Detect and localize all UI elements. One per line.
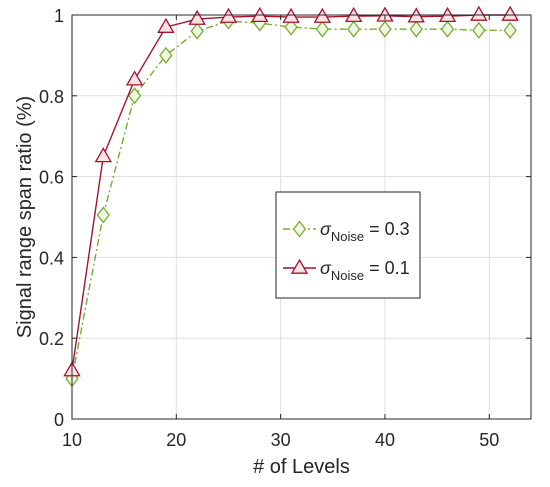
x-tick-label: 20 (166, 430, 186, 450)
legend-marker (290, 258, 309, 274)
legend-label: σNoise = 0.1 (320, 258, 410, 283)
legend-box (275, 191, 421, 299)
data-point (282, 7, 300, 23)
series-diamond (65, 12, 517, 388)
x-tick-label: 30 (271, 430, 291, 450)
legend-value: = 0.1 (364, 258, 410, 278)
x-tick-label: 10 (62, 430, 82, 450)
data-point (376, 6, 394, 22)
x-tick-label: 50 (479, 430, 499, 450)
y-axis-label: Signal range span ratio (%) (14, 96, 36, 338)
data-point (94, 147, 113, 163)
data-point (503, 21, 517, 39)
data-point (190, 22, 204, 40)
data-point (313, 7, 332, 23)
data-point (188, 9, 206, 25)
legend-label: σNoise = 0.3 (320, 219, 410, 244)
data-point (125, 70, 144, 86)
y-tick-label: 0.2 (39, 329, 64, 349)
data-point (127, 87, 142, 105)
y-tick-label: 0.8 (39, 87, 64, 107)
series-triangle (63, 5, 519, 377)
legend-value: = 0.3 (364, 219, 410, 239)
data-point (219, 7, 238, 23)
legend-subscript: Noise (331, 268, 364, 283)
legend-subscript: Noise (331, 229, 364, 244)
legend-sigma: σ (320, 219, 332, 239)
y-tick-label: 0 (54, 410, 64, 430)
y-tick-label: 0.4 (39, 248, 64, 268)
data-point (409, 20, 423, 38)
data-point (472, 21, 486, 39)
legend-entry: σNoise = 0.3 (283, 219, 410, 244)
data-point (96, 206, 110, 224)
data-point (346, 20, 361, 38)
data-point (501, 5, 519, 21)
legend-marker (292, 220, 307, 238)
data-point (470, 5, 488, 21)
data-point (440, 20, 455, 38)
x-tick-label: 40 (375, 430, 395, 450)
x-axis-label: # of Levels (253, 456, 350, 478)
plot-frame (71, 14, 532, 420)
data-point (157, 17, 175, 33)
y-tick-label: 1 (54, 6, 64, 26)
legend-entry: σNoise = 0.1 (283, 258, 410, 283)
ticks: 10 20 30 40 50 0 0.2 0.4 0.6 0.8 1 (39, 6, 531, 450)
data-point (159, 46, 173, 64)
legend-sigma: σ (320, 258, 332, 278)
y-tick-label: 0.6 (39, 168, 64, 188)
data-point (284, 18, 298, 36)
series-layer (63, 5, 519, 388)
data-point (315, 20, 330, 38)
data-point (378, 20, 392, 38)
